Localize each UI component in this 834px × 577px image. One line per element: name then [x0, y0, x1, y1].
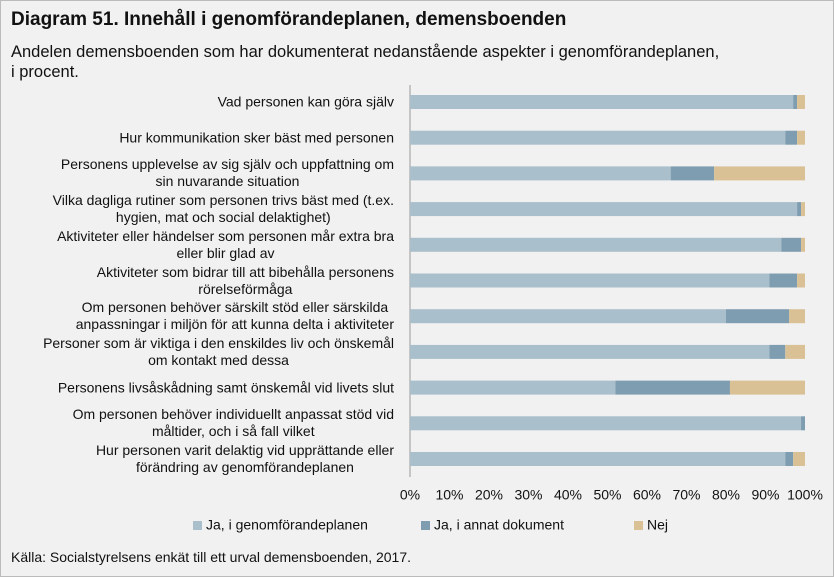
legend-label: Nej [647, 517, 668, 533]
bar-segment [801, 416, 805, 431]
bar-segment [410, 380, 616, 395]
x-tick-label: 60% [633, 487, 661, 503]
bar-segment [769, 273, 798, 288]
bar-segment [410, 202, 798, 217]
chart-title: Diagram 51. Innehåll i genomförandeplane… [11, 9, 567, 30]
y-tick-label: Hur personen varit delaktig vid upprätta… [95, 442, 394, 475]
y-tick-label: Aktiviteter eller händelser som personen… [57, 227, 394, 261]
legend-label: Ja, i annat dokument [434, 517, 564, 533]
bar-segment [797, 202, 802, 217]
bar-segment [410, 344, 770, 359]
y-tick-label: Hur kommunikation sker bäst med personen [119, 129, 394, 146]
y-tick-label: Personens upplevelse av sig själv och up… [60, 156, 394, 190]
bar-segment [410, 130, 786, 145]
source: Källa: Socialstyrelsens enkät till ett u… [11, 549, 412, 565]
bar-segment [410, 273, 770, 288]
y-tick-label: Vad personen kan göra själv [217, 93, 394, 110]
x-tick-label: 30% [514, 487, 542, 503]
subtitle: Andelen demensboenden som har dokumenter… [11, 43, 720, 81]
x-tick-label: 90% [751, 487, 779, 503]
bar-segment [785, 452, 794, 466]
legend-swatch [421, 521, 430, 530]
y-tick-label: Om personen behöver individuellt anpassa… [72, 406, 394, 440]
x-tick-label: 70% [672, 487, 700, 503]
bar-segment [785, 344, 805, 359]
x-tick-label: 100% [787, 487, 823, 503]
legend-swatch [193, 521, 202, 530]
bar-segment [410, 237, 782, 252]
bar-segment [797, 95, 805, 109]
bar-segment [769, 344, 786, 359]
bar-segment [781, 237, 802, 252]
bar-segment [793, 95, 798, 109]
y-tick-label: Personer som är viktiga i den enskildes … [43, 334, 394, 368]
y-tick-label: Aktiviteter som bidrar till att bibehåll… [96, 263, 394, 297]
bar-segment [726, 309, 790, 324]
bar-segment [801, 202, 805, 217]
y-tick-label: Vilka dagliga rutiner som personen trivs… [52, 192, 394, 226]
x-tick-label: 10% [435, 487, 463, 503]
bar-segment [670, 166, 715, 181]
bar-segment [797, 273, 805, 288]
bar-segment [410, 166, 671, 181]
bar-segment [714, 166, 805, 181]
y-tick-label: Om personen behöver särskilt stöd eller … [75, 299, 394, 333]
bar-segment [729, 380, 805, 395]
bar-segment [801, 237, 805, 252]
x-tick-label: 40% [554, 487, 582, 503]
bar-segment [410, 309, 726, 324]
x-tick-label: 50% [593, 487, 621, 503]
y-tick-label: Personens livsåskådning samt önskemål vi… [57, 379, 394, 396]
bar-segment [615, 380, 730, 395]
bar-segment [410, 95, 794, 109]
bar-segment [793, 452, 805, 466]
legend-label: Ja, i genomförandeplanen [206, 517, 368, 533]
bar-segment [797, 130, 805, 145]
x-tick-label: 80% [712, 487, 740, 503]
legend-swatch [634, 521, 643, 530]
bar-segment [785, 130, 798, 145]
bar-segment [789, 309, 805, 324]
bar-segment [410, 416, 802, 431]
x-tick-label: 20% [475, 487, 503, 503]
bar-segment [410, 452, 786, 466]
x-tick-label: 0% [400, 487, 420, 503]
